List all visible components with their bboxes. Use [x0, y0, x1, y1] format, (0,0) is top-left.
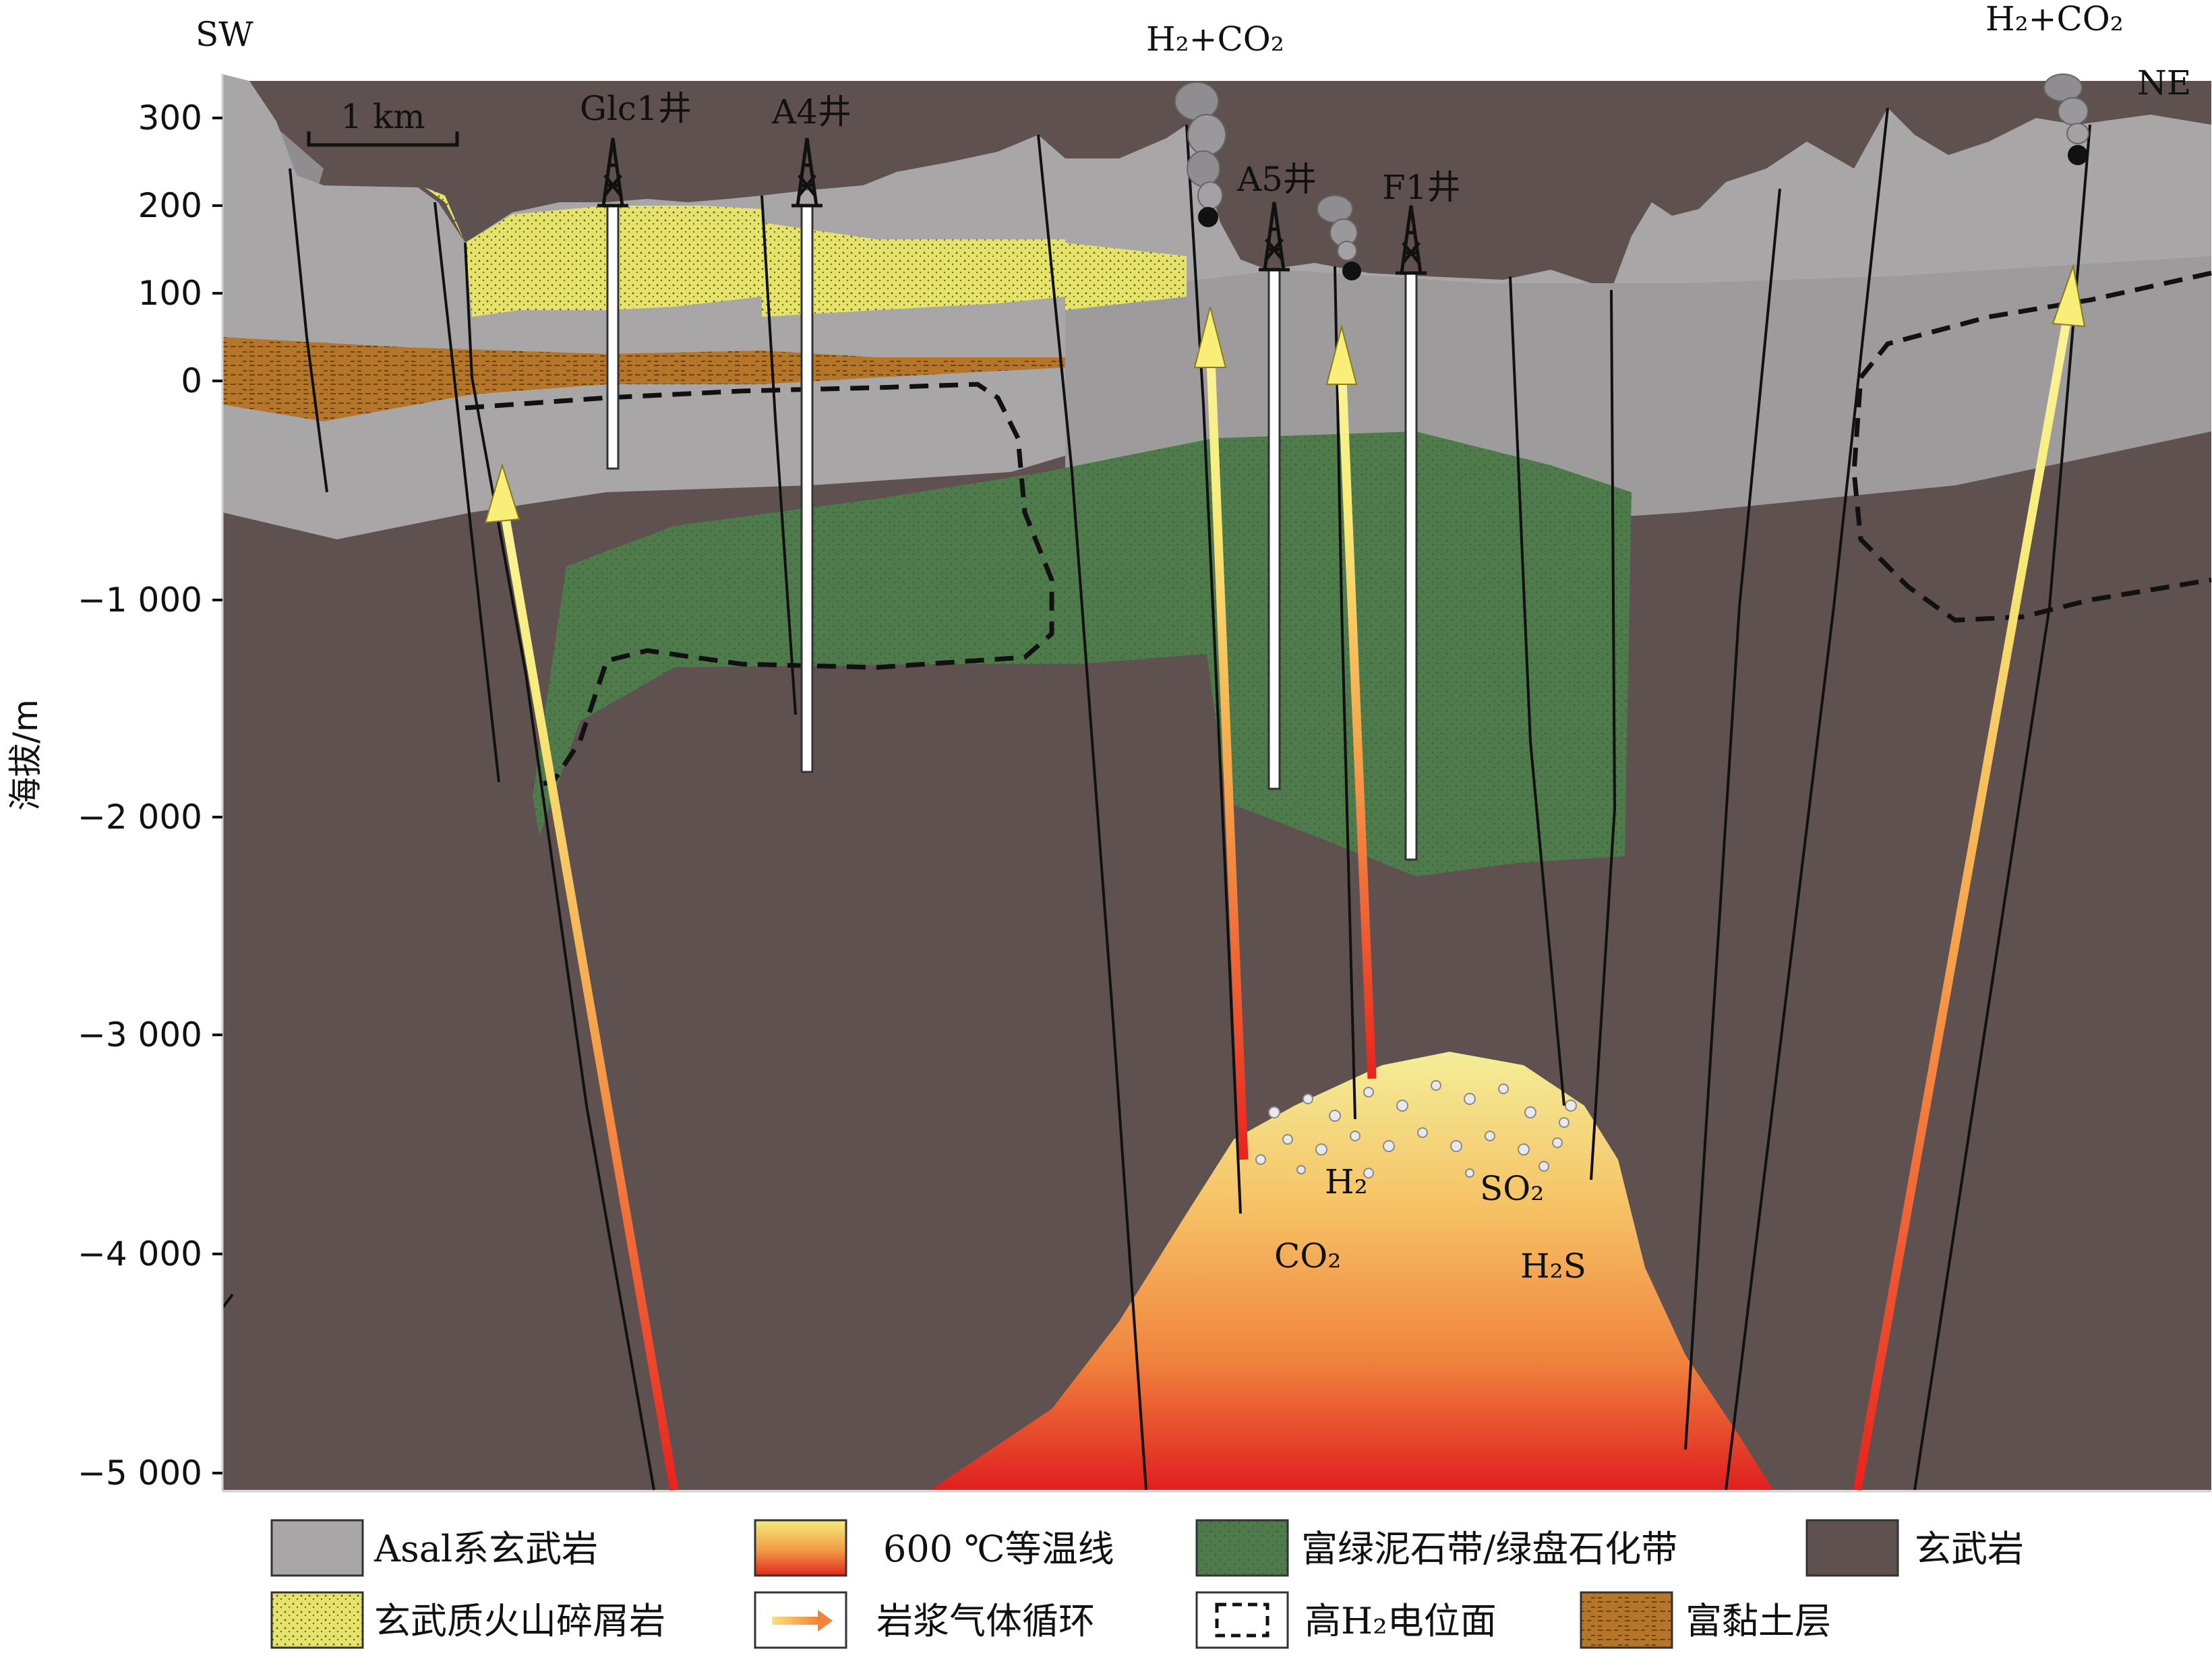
magma-body: [930, 1052, 1773, 1490]
emission-label-2: H₂+CO₂: [1985, 0, 2124, 38]
y-tick-label: −2 000: [78, 798, 202, 837]
legend-label: 玄武岩: [1915, 1528, 2024, 1570]
well-label-a4: A4井: [771, 92, 851, 131]
emission-label-1: H₂+CO₂: [1146, 20, 1284, 59]
pyroclastic-layer-left: [425, 187, 762, 317]
well-label-a5: A5井: [1236, 160, 1317, 199]
y-axis-ticks: [212, 117, 222, 1474]
y-tick-label: −5 000: [78, 1454, 202, 1493]
pyroclastic-layer-right: [1065, 243, 1187, 310]
h2-potential-surface-left: [465, 382, 1054, 788]
well-a5-casing: [1267, 268, 1281, 790]
derrick-icon-f1: [1396, 205, 1427, 275]
legend-swatch-dashed-box: [1195, 1591, 1289, 1649]
gas-plume-icon-1: [1174, 82, 1226, 227]
y-axis-label: 海拔/m: [6, 699, 45, 811]
gas-plume-icons: [1174, 73, 2089, 280]
direction-ne-label: NE: [2137, 63, 2191, 102]
y-tick-label: 200: [138, 186, 202, 225]
legend-swatch-pyroclastic: [270, 1591, 364, 1649]
y-tick-label: 0: [181, 361, 202, 400]
y-tick-label: −3 000: [78, 1015, 202, 1054]
magma-gas-label-co2: CO₂: [1274, 1236, 1341, 1276]
gas-plume-icon-2: [1317, 195, 1361, 280]
legend: Asal系玄武岩 600 ℃等温线 富绿泥石带/绿盘石化带 玄武岩 玄武质火山碎…: [270, 1519, 2024, 1649]
legend-swatch-chlorite-zone: [1195, 1519, 1289, 1577]
legend-dashed-box-icon: [1215, 1603, 1269, 1638]
y-tick-label: 300: [138, 98, 202, 138]
gas-plume-icon-3: [2043, 73, 2089, 165]
legend-arrow-icon: [772, 1610, 833, 1632]
legend-label: 600 ℃等温线: [883, 1528, 1114, 1570]
well-f1-casing: [1404, 272, 1418, 861]
legend-label: 高H₂电位面: [1305, 1600, 1497, 1642]
derrick-icon-a5: [1259, 202, 1290, 272]
legend-swatch-clay: [1580, 1591, 1673, 1649]
derrick-icons: [597, 138, 1427, 275]
scale-bar: 1 km: [307, 97, 459, 147]
magma-gas-label-h2s: H₂S: [1520, 1247, 1586, 1286]
direction-sw-label: SW: [196, 15, 253, 54]
legend-label: 富黏土层: [1685, 1600, 1831, 1642]
derrick-icon-a4: [791, 138, 823, 208]
derrick-icon-glc1: [597, 138, 628, 208]
legend-label: 岩浆气体循环: [876, 1600, 1095, 1642]
legend-label: 富绿泥石带/绿盘石化带: [1301, 1528, 1677, 1570]
magma-gas-arrows: [484, 264, 2086, 1491]
magma-gas-label-h2: H₂: [1325, 1162, 1368, 1201]
pyroclastic-layer-mid: [762, 222, 1065, 317]
scale-bar-label: 1 km: [340, 97, 425, 136]
legend-swatch-basalt: [1805, 1519, 1899, 1577]
well-label-f1: F1井: [1382, 168, 1461, 207]
legend-swatch-isotherm: [754, 1519, 847, 1577]
y-tick-label: 100: [138, 274, 202, 313]
y-axis: 海拔/m 300 200 100 0 −1 000 −2 000 −3 000 …: [6, 98, 222, 1493]
well-label-glc1: Glc1井: [580, 89, 692, 128]
magma-gas-bubbles: [1255, 1080, 1577, 1178]
well-a4-casing: [800, 204, 814, 773]
clay-layer: [222, 337, 1065, 421]
magma-gas-label-so2: SO₂: [1480, 1169, 1544, 1208]
h2-potential-surface-right: [1851, 270, 2212, 623]
legend-label: 玄武质火山碎屑岩: [374, 1600, 665, 1642]
legend-swatch-asal-basalt: [270, 1519, 364, 1577]
y-tick-label: −1 000: [78, 580, 202, 620]
well-glc1-casing: [606, 204, 620, 470]
y-tick-label: −4 000: [78, 1234, 202, 1274]
legend-label: Asal系玄武岩: [373, 1528, 598, 1570]
